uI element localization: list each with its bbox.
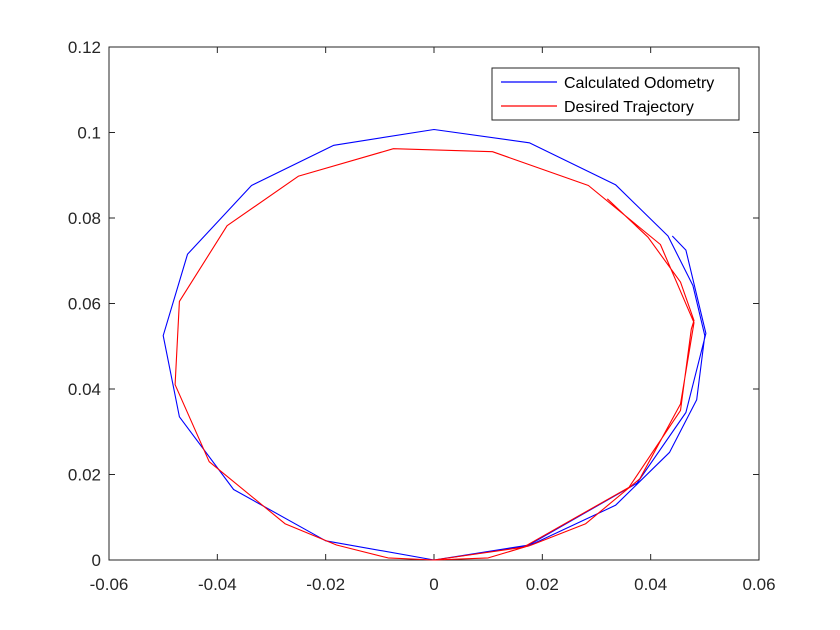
x-tick-label: 0.04 — [634, 575, 667, 594]
x-axis: -0.06 -0.04 -0.02 0 0.02 0.04 0.06 — [90, 47, 776, 594]
y-tick-label: 0.12 — [68, 38, 101, 57]
series-line-desired-trajectory — [174, 148, 695, 561]
x-tick-label: -0.06 — [90, 575, 129, 594]
series-line-calculated-odometry — [162, 128, 707, 561]
legend-box — [491, 67, 740, 121]
y-tick-label: 0.04 — [68, 380, 101, 399]
y-tick-label: 0.06 — [68, 295, 101, 314]
legend-label-calculated-odometry: Calculated Odometry — [564, 75, 714, 92]
legend: Calculated Odometry Desired Trajectory — [491, 67, 740, 121]
y-tick-label: 0 — [92, 551, 101, 570]
y-tick-label: 0.02 — [68, 466, 101, 485]
axes-box — [108, 46, 760, 561]
legend-label-desired-trajectory: Desired Trajectory — [564, 99, 694, 116]
y-tick-label: 0.08 — [68, 209, 101, 228]
x-tick-label: -0.04 — [198, 575, 237, 594]
x-tick-label: 0.06 — [742, 575, 775, 594]
x-tick-label: 0.02 — [526, 575, 559, 594]
y-axis: 0 0.02 0.04 0.06 0.08 0.1 0.12 — [68, 38, 759, 570]
x-tick-label: -0.02 — [306, 575, 345, 594]
plot-area — [162, 128, 707, 561]
x-tick-label: 0 — [429, 575, 438, 594]
y-tick-label: 0.1 — [77, 124, 101, 143]
